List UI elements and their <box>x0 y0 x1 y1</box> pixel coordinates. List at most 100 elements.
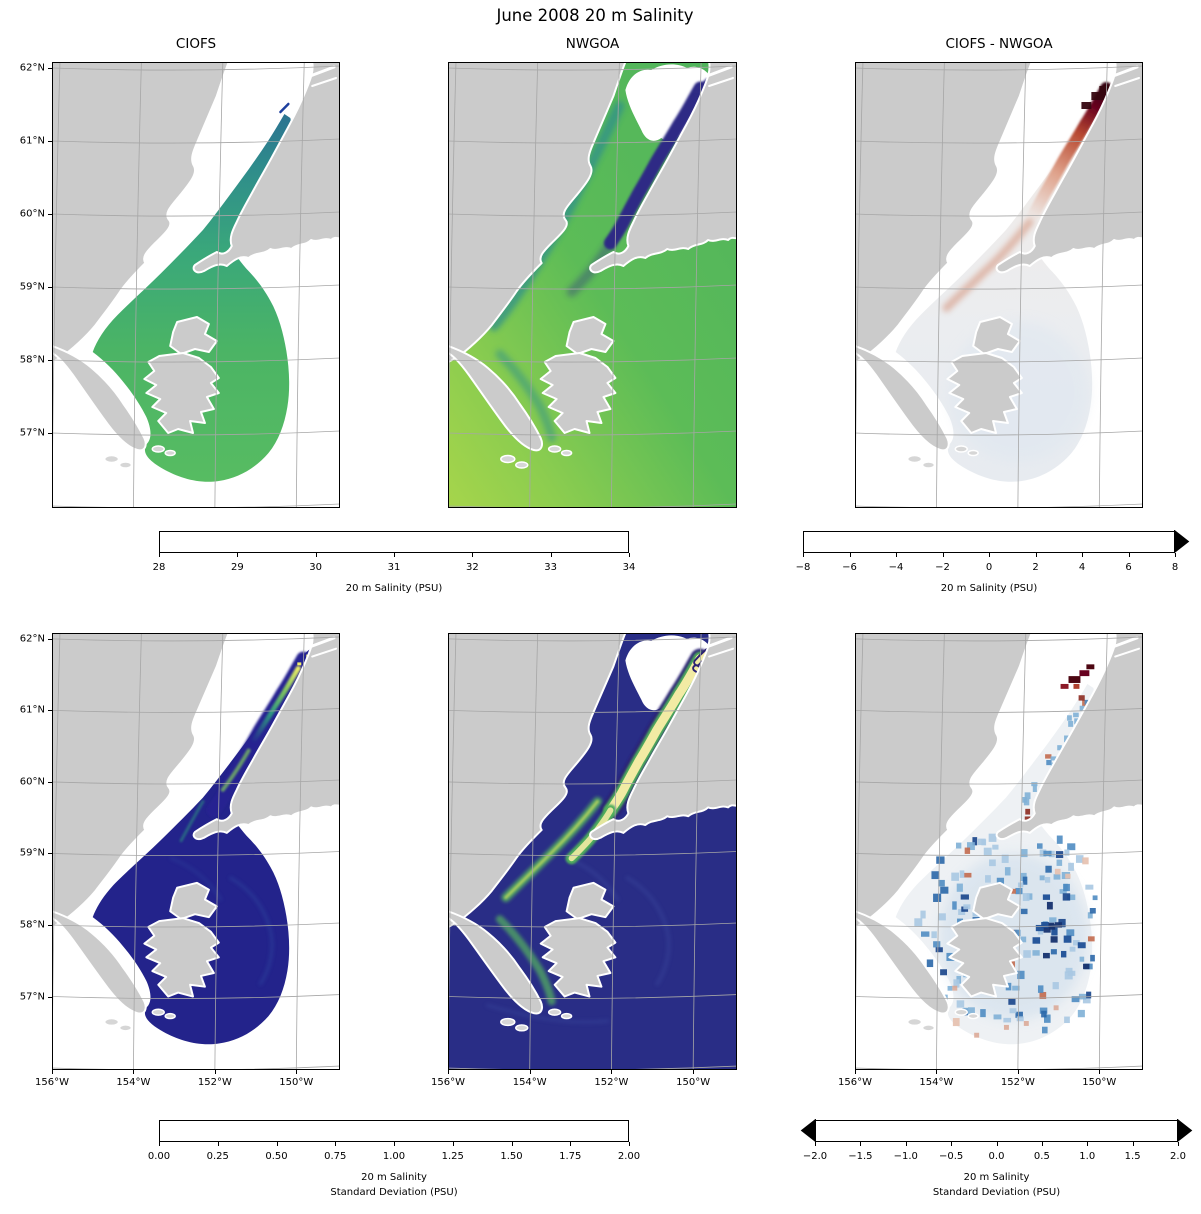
diff-cell <box>1086 991 1092 999</box>
diff-cell <box>966 842 975 851</box>
diff-cell <box>936 856 945 864</box>
diff-cell <box>1053 874 1061 880</box>
diff-cell <box>1066 929 1075 937</box>
strong-negative-cell <box>1041 921 1049 928</box>
diff-cell <box>1057 745 1062 751</box>
diff-cell <box>963 904 971 910</box>
colorbar-tick-mark <box>217 1142 219 1146</box>
diff-cell <box>1045 865 1052 873</box>
land-mainland-west <box>448 62 627 363</box>
arrow-left-icon <box>800 1119 816 1143</box>
strong-positive-cell <box>1060 683 1069 689</box>
map-svg <box>855 633 1143 1070</box>
land-kodiak-island <box>539 917 617 998</box>
map-svg <box>448 62 737 508</box>
land-afognak-island <box>565 316 615 355</box>
water-feature <box>504 800 599 900</box>
water-feature <box>311 647 338 658</box>
gridline-longitude <box>1099 62 1107 508</box>
lat-tick-mark <box>48 924 52 926</box>
extreme-positive-cells <box>1091 92 1106 100</box>
land-afognak-island <box>169 316 218 355</box>
diff-cell <box>1026 893 1033 900</box>
diff-cell <box>1064 735 1069 743</box>
lat-tick-label: 58°N <box>19 354 45 366</box>
colorbar-tick-mark <box>159 1142 160 1146</box>
lon-tick-label: 152°W <box>197 1077 232 1088</box>
colorbar-tick-mark <box>472 553 474 557</box>
lon-tick-label: 152°W <box>594 1077 629 1088</box>
lat-tick-label: 57°N <box>19 991 45 1002</box>
gridline-latitude <box>52 637 340 641</box>
land-small-island <box>103 454 120 464</box>
land-small-island <box>151 1008 165 1016</box>
map-frame <box>448 63 736 508</box>
gridline-longitude <box>1099 633 1107 1070</box>
map-panel-diff-std: 156°W 154°W 152°W 150°W <box>838 633 1143 1088</box>
diff-cell <box>935 947 943 953</box>
diff-cell <box>996 877 1005 885</box>
diff-cell <box>1017 970 1025 980</box>
lon-tick-label: 150°W <box>676 1077 711 1088</box>
diff-cell <box>952 1018 960 1027</box>
gridline-latitude <box>855 285 1143 289</box>
colorbar-tick-mark <box>1035 553 1037 557</box>
diff-cell <box>926 959 934 968</box>
lat-tick-label: 61°N <box>19 704 45 716</box>
diff-cell <box>1082 857 1089 865</box>
lon-tick-mark <box>529 1070 531 1074</box>
diff-cell <box>960 894 969 900</box>
colorbar-salinity: 28 29 30 31 32 33 34 20 m Salinity (PSU) <box>153 531 635 621</box>
diff-cell <box>956 1000 965 1008</box>
gridline-latitude <box>855 923 1143 927</box>
diff-cell <box>1048 850 1055 858</box>
strong-positive-cell <box>1068 676 1081 683</box>
colorbar-axis-label: 20 m Salinity (PSU) <box>940 583 1038 594</box>
colorbar-tick-label: 0.25 <box>206 1151 229 1162</box>
lat-tick-label: 61°N <box>19 135 45 147</box>
diff-cell <box>1065 873 1071 879</box>
colorbar-tick-label: −8 <box>795 562 811 573</box>
colorbar-tick-label: 4 <box>1078 562 1086 573</box>
diff-cell <box>1079 705 1085 711</box>
land-small-island <box>560 449 573 457</box>
lon-tick-label: 156°W <box>431 1077 465 1088</box>
diff-cell <box>989 859 996 867</box>
diff-cell <box>1020 849 1028 858</box>
land-small-island <box>118 461 133 469</box>
colorbar-tick-mark <box>629 1142 630 1146</box>
gridline-longitude <box>936 633 944 1070</box>
colorbar-tick-label: 31 <box>387 562 401 573</box>
diff-cell <box>1044 1014 1051 1023</box>
diff-cell <box>1073 712 1079 718</box>
land-kenai-peninsula <box>589 62 737 274</box>
colorbar-tick-label: 0.5 <box>1033 1151 1050 1162</box>
colorbar-tick-mark <box>394 1142 395 1146</box>
colorbar-tick-mark <box>1087 1142 1089 1146</box>
colorbar-tick-mark <box>1175 553 1176 557</box>
land-mainland-west <box>855 633 1033 928</box>
diff-cell <box>1010 888 1016 894</box>
water-feature <box>311 77 338 87</box>
strong-negative-cell <box>1043 924 1051 933</box>
lon-tick-mark <box>296 1070 298 1074</box>
diff-cell <box>1069 946 1076 952</box>
land-mainland-west <box>52 62 230 363</box>
strong-negative-cell <box>1051 927 1058 936</box>
gridline-longitude <box>1018 633 1026 1070</box>
colorbar-std-diff: −2.0 −1.5 −1.0 −0.5 0.0 0.5 1.0 1.5 2.0 20 m Sali… <box>800 1119 1195 1210</box>
lat-tick-mark <box>48 433 52 434</box>
land-alaska-peninsula <box>52 910 147 1015</box>
diff-cell <box>1064 971 1073 980</box>
land-small-island <box>967 1012 979 1020</box>
lat-tick-label: 60°N <box>19 776 45 788</box>
colorbar-tick-mark <box>1082 553 1083 557</box>
colorbar-tick-mark <box>1178 1142 1179 1146</box>
land-small-island <box>560 1012 573 1020</box>
colorbar-tick-label: −1.0 <box>893 1151 918 1162</box>
strong-negative-cell <box>1046 901 1053 910</box>
colorbar-tick-label: 6 <box>1125 562 1132 573</box>
lat-tick-mark <box>48 68 52 69</box>
diff-cell <box>1004 867 1011 876</box>
land-mainland-west <box>855 62 1033 363</box>
